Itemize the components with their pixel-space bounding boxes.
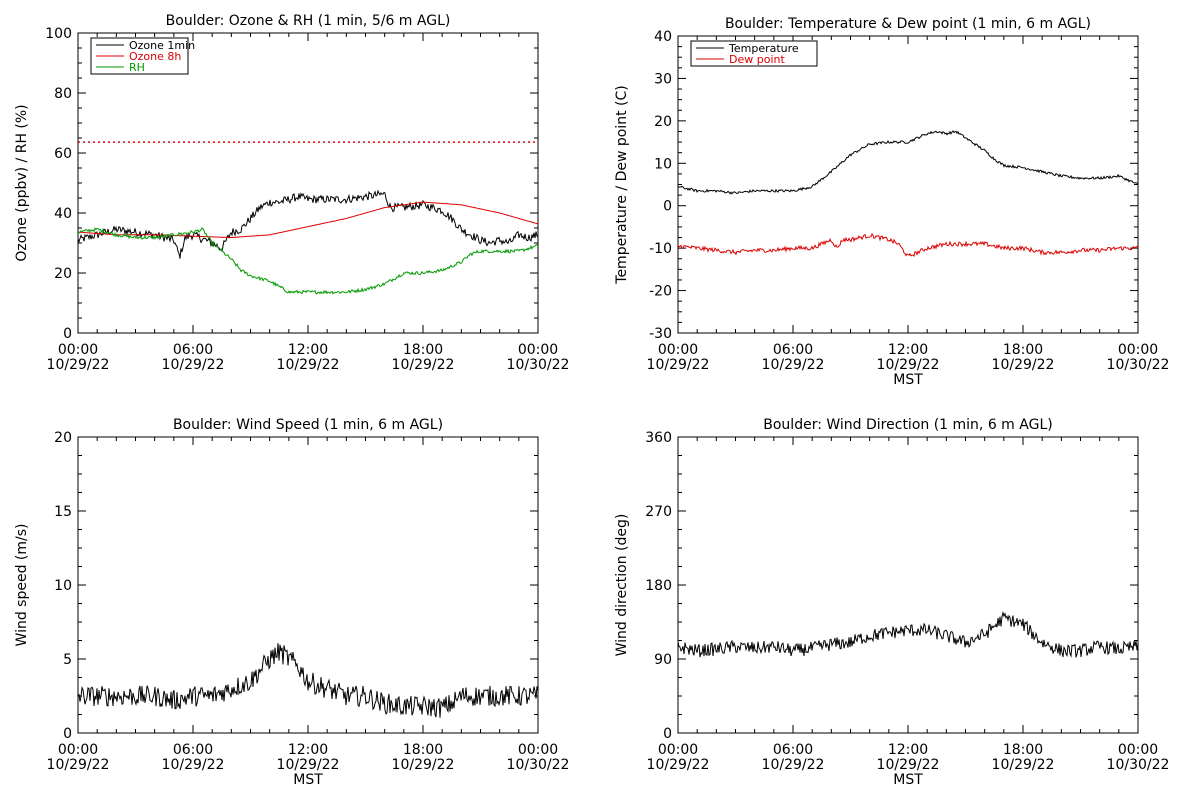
y-tick-label: 60	[54, 146, 72, 162]
y-tick-label: 0	[663, 726, 672, 742]
plot-frame	[677, 436, 1139, 734]
y-tick-label: 30	[654, 71, 672, 87]
x-tick-date: 10/29/22	[47, 757, 110, 773]
y-tick-label: 40	[654, 29, 672, 45]
x-tick-date: 10/29/22	[762, 357, 825, 373]
x-axis-label: MST	[893, 372, 923, 388]
series-line-rh	[78, 227, 538, 295]
x-tick-date: 10/30/22	[1107, 757, 1170, 773]
y-tick-label: 90	[654, 652, 672, 668]
y-tick-label: 0	[63, 726, 72, 742]
y-tick-label: 80	[54, 86, 72, 102]
x-tick-date: 10/29/22	[647, 757, 710, 773]
series-line-ozone-8h	[78, 201, 538, 238]
plot-frame	[677, 35, 1139, 334]
y-tick-label: 0	[663, 199, 672, 215]
x-tick-time: 18:00	[1003, 342, 1043, 358]
series-line-ozone-1min	[78, 189, 538, 259]
x-tick-time: 00:00	[1118, 342, 1158, 358]
legend-label: Ozone 1min	[129, 39, 195, 52]
x-tick-time: 12:00	[288, 742, 328, 758]
x-tick-time: 06:00	[173, 742, 213, 758]
x-tick-date: 10/29/22	[877, 757, 940, 773]
x-tick-time: 00:00	[58, 742, 98, 758]
legend-box	[690, 40, 818, 67]
series-line-temperature	[678, 130, 1138, 195]
plot-frame	[77, 32, 539, 334]
chart-title: Boulder: Temperature & Dew point (1 min,…	[725, 16, 1091, 32]
legend-label: Ozone 8h	[129, 50, 181, 63]
y-tick-label: 5	[63, 652, 72, 668]
x-tick-time: 00:00	[658, 742, 698, 758]
x-tick-time: 12:00	[888, 742, 928, 758]
y-tick-label: 360	[645, 430, 672, 446]
y-axis-label: Temperature / Dew point (C)	[614, 85, 630, 284]
chart-title: Boulder: Wind Direction (1 min, 6 m AGL)	[763, 417, 1052, 433]
x-tick-time: 06:00	[173, 342, 213, 358]
x-tick-time: 00:00	[518, 742, 558, 758]
y-tick-label: -30	[649, 326, 672, 342]
x-tick-time: 18:00	[1003, 742, 1043, 758]
y-tick-label: 20	[54, 266, 72, 282]
y-axis-label: Ozone (ppbv) / RH (%)	[14, 104, 30, 261]
x-tick-time: 06:00	[773, 342, 813, 358]
x-tick-time: 00:00	[658, 342, 698, 358]
y-tick-label: 15	[54, 504, 72, 520]
x-tick-date: 10/29/22	[392, 357, 455, 373]
x-tick-date: 10/30/22	[1107, 357, 1170, 373]
series-line-0	[678, 610, 1138, 658]
legend-label: Dew point	[729, 53, 785, 66]
legend-label: Temperature	[728, 42, 799, 55]
chart-title: Boulder: Wind Speed (1 min, 6 m AGL)	[173, 417, 443, 433]
y-tick-label: -10	[649, 241, 672, 257]
y-tick-label: 10	[54, 578, 72, 594]
x-axis-label: MST	[293, 772, 323, 788]
x-tick-date: 10/29/22	[762, 757, 825, 773]
y-tick-label: -20	[649, 284, 672, 300]
x-tick-date: 10/30/22	[507, 357, 570, 373]
x-tick-time: 18:00	[403, 342, 443, 358]
series-line-0	[78, 643, 538, 718]
series-line-dew-point	[678, 232, 1138, 257]
legend-label: RH	[129, 61, 145, 74]
y-tick-label: 20	[54, 430, 72, 446]
x-tick-date: 10/29/22	[877, 357, 940, 373]
y-tick-label: 180	[645, 578, 672, 594]
x-tick-date: 10/29/22	[647, 357, 710, 373]
y-tick-label: 10	[654, 156, 672, 172]
x-tick-time: 00:00	[1118, 742, 1158, 758]
x-tick-time: 00:00	[58, 342, 98, 358]
chart-title: Boulder: Ozone & RH (1 min, 5/6 m AGL)	[166, 13, 451, 29]
x-tick-date: 10/29/22	[277, 757, 340, 773]
x-tick-time: 12:00	[888, 342, 928, 358]
x-tick-date: 10/29/22	[992, 757, 1055, 773]
x-tick-date: 10/29/22	[277, 357, 340, 373]
x-tick-date: 10/29/22	[392, 757, 455, 773]
x-tick-time: 00:00	[518, 342, 558, 358]
y-axis-label: Wind speed (m/s)	[14, 524, 30, 647]
x-tick-time: 06:00	[773, 742, 813, 758]
x-tick-date: 10/30/22	[507, 757, 570, 773]
y-tick-label: 100	[45, 26, 72, 42]
y-tick-label: 0	[63, 326, 72, 342]
x-tick-date: 10/29/22	[47, 357, 110, 373]
x-tick-time: 12:00	[288, 342, 328, 358]
x-tick-date: 10/29/22	[162, 357, 225, 373]
x-tick-time: 18:00	[403, 742, 443, 758]
x-axis-label: MST	[893, 772, 923, 788]
y-tick-label: 40	[54, 206, 72, 222]
x-tick-date: 10/29/22	[992, 357, 1055, 373]
y-tick-label: 270	[645, 504, 672, 520]
x-tick-date: 10/29/22	[162, 757, 225, 773]
y-tick-label: 20	[654, 114, 672, 130]
y-axis-label: Wind direction (deg)	[614, 514, 630, 657]
